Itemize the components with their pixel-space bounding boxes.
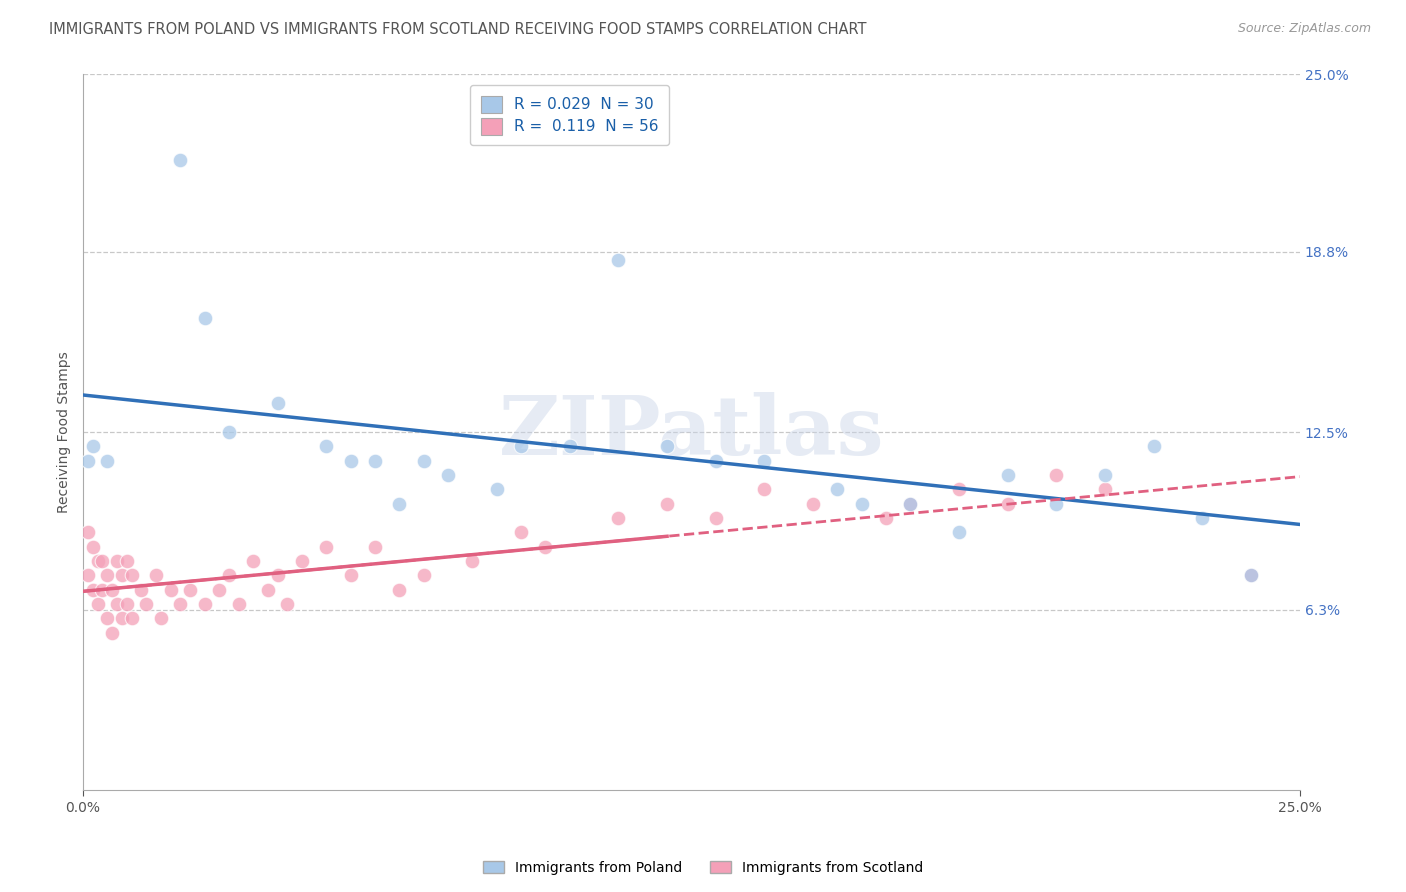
Point: [111, 611, 134, 625]
Point: [1045, 497, 1067, 511]
Point: [169, 597, 191, 611]
Point: [827, 483, 849, 497]
Point: [76, 525, 98, 540]
Y-axis label: Receiving Food Stamps: Receiving Food Stamps: [58, 351, 72, 513]
Point: [607, 253, 630, 268]
Point: [228, 597, 250, 611]
Point: [266, 568, 288, 582]
Point: [105, 597, 128, 611]
Point: [276, 597, 298, 611]
Point: [169, 153, 191, 167]
Legend: Immigrants from Poland, Immigrants from Scotland: Immigrants from Poland, Immigrants from …: [478, 855, 928, 880]
Point: [218, 568, 240, 582]
Text: IMMIGRANTS FROM POLAND VS IMMIGRANTS FROM SCOTLAND RECEIVING FOOD STAMPS CORRELA: IMMIGRANTS FROM POLAND VS IMMIGRANTS FRO…: [49, 22, 866, 37]
Point: [510, 439, 533, 453]
Point: [96, 568, 118, 582]
Point: [121, 611, 143, 625]
Point: [82, 582, 104, 597]
Point: [948, 525, 970, 540]
Point: [607, 511, 630, 525]
Point: [257, 582, 280, 597]
Point: [754, 483, 776, 497]
Point: [1045, 468, 1067, 483]
Point: [131, 582, 153, 597]
Point: [179, 582, 201, 597]
Point: [194, 597, 217, 611]
Point: [948, 483, 970, 497]
Point: [242, 554, 264, 568]
Point: [266, 396, 288, 410]
Point: [801, 497, 824, 511]
Point: [1094, 468, 1116, 483]
Point: [364, 540, 387, 554]
Point: [900, 497, 922, 511]
Point: [101, 625, 124, 640]
Point: [121, 568, 143, 582]
Point: [364, 454, 387, 468]
Point: [291, 554, 314, 568]
Point: [115, 597, 138, 611]
Point: [86, 554, 108, 568]
Point: [194, 310, 217, 325]
Point: [96, 454, 118, 468]
Point: [159, 582, 181, 597]
Point: [76, 568, 98, 582]
Point: [1240, 568, 1263, 582]
Point: [437, 468, 460, 483]
Point: [558, 439, 581, 453]
Text: Source: ZipAtlas.com: Source: ZipAtlas.com: [1237, 22, 1371, 36]
Point: [412, 568, 434, 582]
Point: [412, 454, 434, 468]
Point: [315, 540, 337, 554]
Point: [208, 582, 231, 597]
Point: [339, 568, 361, 582]
Point: [997, 497, 1019, 511]
Point: [339, 454, 361, 468]
Point: [105, 554, 128, 568]
Point: [1240, 568, 1263, 582]
Point: [149, 611, 172, 625]
Point: [1094, 483, 1116, 497]
Legend: R = 0.029  N = 30, R =  0.119  N = 56: R = 0.029 N = 30, R = 0.119 N = 56: [470, 86, 669, 145]
Point: [315, 439, 337, 453]
Point: [76, 454, 98, 468]
Point: [101, 582, 124, 597]
Point: [388, 582, 411, 597]
Point: [754, 454, 776, 468]
Point: [135, 597, 157, 611]
Point: [534, 540, 557, 554]
Point: [388, 497, 411, 511]
Point: [82, 439, 104, 453]
Point: [851, 497, 873, 511]
Point: [997, 468, 1019, 483]
Point: [461, 554, 484, 568]
Point: [704, 454, 727, 468]
Point: [704, 511, 727, 525]
Point: [91, 582, 114, 597]
Point: [655, 497, 678, 511]
Point: [115, 554, 138, 568]
Point: [145, 568, 167, 582]
Point: [485, 483, 508, 497]
Point: [86, 597, 108, 611]
Point: [218, 425, 240, 439]
Point: [900, 497, 922, 511]
Point: [91, 554, 114, 568]
Point: [1191, 511, 1213, 525]
Point: [1143, 439, 1166, 453]
Point: [96, 611, 118, 625]
Text: ZIPatlas: ZIPatlas: [499, 392, 884, 472]
Point: [111, 568, 134, 582]
Point: [82, 540, 104, 554]
Point: [655, 439, 678, 453]
Point: [510, 525, 533, 540]
Point: [875, 511, 897, 525]
